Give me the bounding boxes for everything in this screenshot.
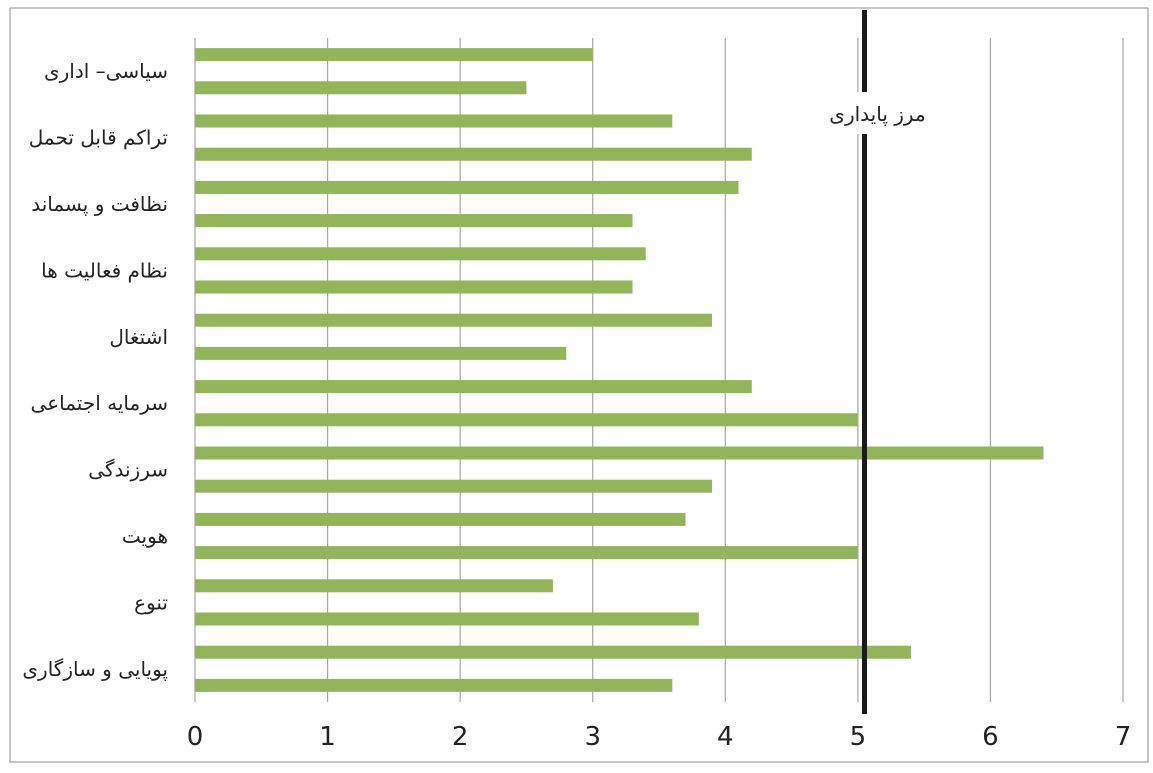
bar — [195, 579, 553, 593]
bar — [195, 147, 752, 161]
category-label: نظافت و پسماند — [31, 192, 168, 217]
category-label: هویت — [122, 524, 168, 548]
bar — [195, 612, 699, 626]
x-tick-label: 5 — [850, 722, 867, 752]
category-label: سرمایه اجتماعی — [31, 391, 168, 415]
x-tick-label: 7 — [1115, 722, 1132, 752]
bar — [195, 346, 567, 360]
bar — [195, 479, 712, 493]
bar — [195, 247, 646, 261]
bar — [195, 380, 752, 394]
category-label: پویایی و سازگاری — [22, 657, 168, 682]
category-label: سرزندگی — [88, 458, 168, 482]
bar — [195, 114, 673, 128]
category-label: اشتغال — [109, 325, 168, 349]
bar — [195, 512, 686, 526]
x-tick-label: 0 — [187, 722, 204, 752]
x-tick-label: 4 — [717, 722, 734, 752]
bar — [195, 546, 858, 560]
reference-label-box — [809, 92, 960, 134]
category-label: نظام فعالیت ها — [41, 258, 168, 282]
bar — [195, 180, 739, 194]
reference-line-group: مرز پایداری — [809, 10, 960, 714]
bar — [195, 313, 712, 327]
x-tick-label: 1 — [319, 722, 336, 752]
x-tick-label: 6 — [982, 722, 999, 752]
bar — [195, 645, 911, 659]
gridlines — [194, 38, 1124, 702]
x-tick-label: 2 — [452, 722, 469, 752]
x-tick-labels: 0 1 2 3 4 5 6 7 — [187, 722, 1132, 752]
bar — [195, 678, 673, 692]
bar — [195, 48, 593, 62]
plot-border — [9, 7, 1149, 763]
category-label: تراکم قابل تحمل — [29, 126, 168, 150]
bar — [195, 81, 527, 95]
x-tick-label: 3 — [584, 722, 601, 752]
bar — [195, 280, 633, 294]
bar — [195, 214, 633, 228]
category-labels: پویایی و سازگاری تنوع هویت سرزندگی سرمایه اج… — [22, 59, 168, 682]
bars — [195, 48, 1044, 692]
reference-line-label: مرز پایداری — [829, 102, 925, 127]
category-label: تنوع — [134, 590, 168, 614]
bar — [195, 446, 1044, 460]
category-label: سیاسی– اداری — [44, 59, 168, 83]
bar — [195, 413, 858, 427]
